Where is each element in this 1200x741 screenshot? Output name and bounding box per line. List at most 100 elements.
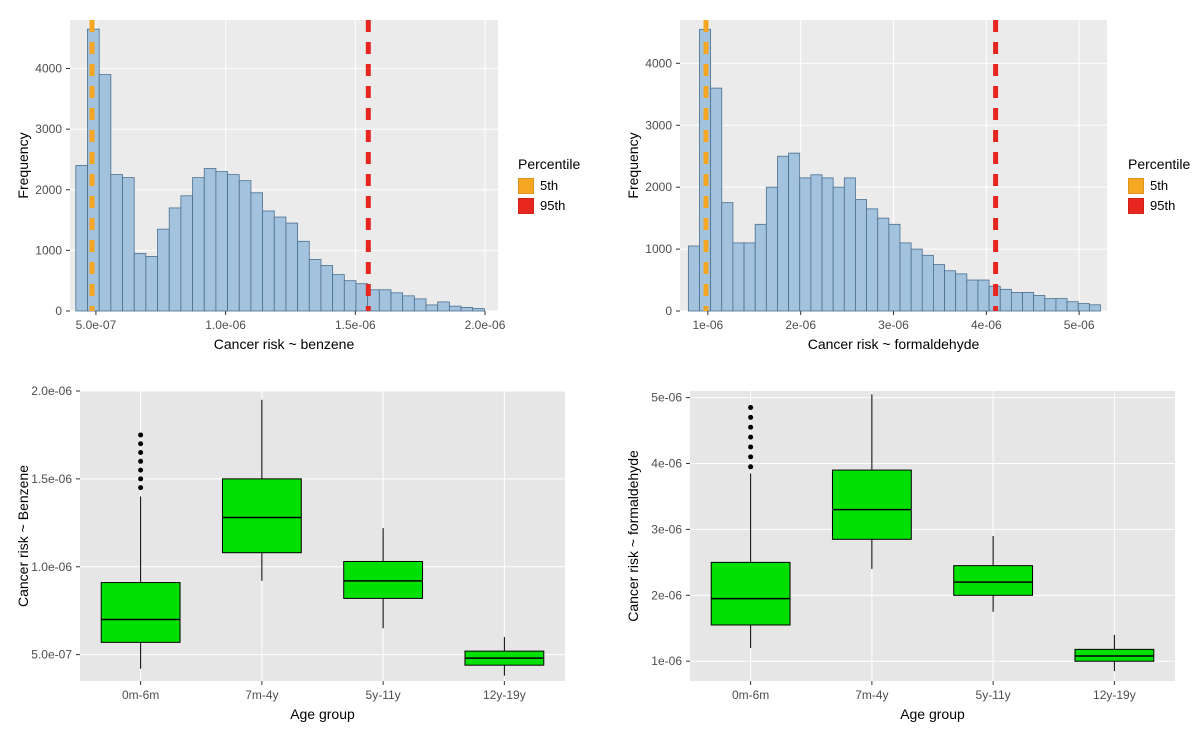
histogram-svg: 010002000300040005.0e-071.0e-061.5e-062.… [10,10,508,361]
swatch-5th [1128,178,1144,194]
hist-bar [426,305,438,311]
x-tick-label: 2e-06 [786,318,817,332]
y-tick-label: 5.0e-07 [31,648,72,662]
x-tick-label: 2.0e-06 [465,318,506,332]
hist-bar [449,306,461,311]
y-tick-label: 2.0e-06 [31,384,72,398]
y-tick-label: 1.0e-06 [31,560,72,574]
outlier [138,450,143,455]
y-axis-title: Cancer risk ~ Benzene [15,465,31,607]
boxplot-svg: 5.0e-071.0e-061.5e-062.0e-060m-6m7m-4y5y… [10,381,580,731]
hist-bar [251,193,263,311]
box [101,583,180,643]
outlier [138,485,143,490]
hist-bar [286,223,298,311]
hist-bar [978,280,989,311]
hist-bar [146,256,158,311]
hist-bar [733,243,744,311]
y-tick-label: 4000 [646,56,673,70]
y-tick-label: 0 [55,304,62,318]
hist-bar [403,296,415,311]
hist-bar [1045,299,1056,311]
hist-bar [228,175,240,311]
x-tick-label: 0m-6m [122,688,159,702]
hist-bar [878,218,889,311]
hist-bar [438,302,450,311]
outlier [748,435,753,440]
hist-bar [889,224,900,311]
hist-bar [344,281,356,311]
legend-benzene: Percentile 5th 95th [508,10,580,361]
hist-bar [811,175,822,311]
hist-bar [967,280,978,311]
hist-bar [934,265,945,311]
x-tick-label: 4e-06 [971,318,1002,332]
x-tick-label: 3e-06 [878,318,909,332]
x-axis-title: Cancer risk ~ benzene [214,336,355,352]
hist-bar [1012,292,1023,311]
hist-bar [158,229,170,311]
hist-bar [204,169,216,311]
outlier [748,445,753,450]
y-tick-label: 1e-06 [652,654,683,668]
hist-bar [298,241,310,311]
y-tick-label: 2000 [646,180,673,194]
x-tick-label: 5e-06 [1064,318,1095,332]
hist-bar [181,196,193,311]
x-tick-label: 12y-19y [1093,688,1136,702]
histogram-svg: 0 1000 2000 3000 4000 1e-06 2e-06 3e-06 4e-06 5e-… [620,10,1117,361]
y-tick-label: 0 [666,304,673,318]
swatch-5th [518,178,534,194]
box [222,479,301,553]
panel-box-benzene: 5.0e-071.0e-061.5e-062.0e-060m-6m7m-4y5y… [10,381,580,731]
y-tick-label: 2000 [35,183,62,197]
outlier [748,405,753,410]
y-tick-label: 3000 [646,118,673,132]
legend-label: 5th [540,178,558,193]
hist-bar [911,249,922,311]
hist-bar [1067,302,1078,311]
x-tick-label: 5.0e-07 [76,318,117,332]
x-axis-title: Age group [900,706,965,722]
legend-item-5th: 5th [1128,178,1190,194]
hist-bar [711,88,722,311]
hist-bar [845,178,856,311]
panel-hist-benzene: 010002000300040005.0e-071.0e-061.5e-062.… [10,10,580,361]
hist-bar [1023,292,1034,311]
box [954,566,1033,596]
boxplot-svg: 1e-062e-063e-064e-065e-060m-6m7m-4y5y-11… [620,381,1190,731]
x-tick-label: 0m-6m [732,688,769,702]
x-tick-label: 1e-06 [693,318,724,332]
hist-bar [789,153,800,311]
x-tick-label: 1.0e-06 [205,318,246,332]
hist-bar [1078,304,1089,311]
hist-bar [755,224,766,311]
y-tick-label: 3000 [35,122,62,136]
outlier [138,468,143,473]
outlier [138,459,143,464]
y-tick-label: 2e-06 [652,588,683,602]
hist-bar [263,211,275,311]
hist-bar [689,246,700,311]
y-axis-title: Cancer risk ~ formaldehyde [625,450,641,622]
hist-bar [379,290,391,311]
hist-bar [76,166,88,312]
hist-bar [309,259,321,311]
legend-label: 5th [1150,178,1168,193]
box [833,470,912,539]
y-tick-label: 1000 [646,242,673,256]
hist-bar [134,253,146,311]
x-axis-title: Cancer risk ~ formaldehyde [808,336,980,352]
outlier [748,454,753,459]
legend-label: 95th [1150,198,1175,213]
y-axis-title: Frequency [15,132,31,198]
x-tick-label: 1.5e-06 [335,318,376,332]
x-tick-label: 5y-11y [976,688,1011,702]
hist-bar [800,178,811,311]
legend-item-5th: 5th [518,178,580,194]
x-tick-label: 7m-4y [245,688,278,702]
hist-bar [239,181,251,311]
hist-bar [321,266,333,311]
legend-title: Percentile [1128,156,1190,172]
hist-bar [1034,296,1045,311]
